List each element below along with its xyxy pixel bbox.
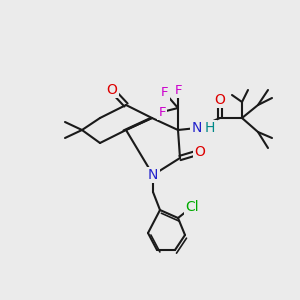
Text: N: N (192, 121, 202, 135)
Text: O: O (195, 145, 206, 159)
Text: O: O (106, 83, 117, 97)
Text: O: O (214, 93, 225, 107)
Text: F: F (174, 83, 182, 97)
Text: Cl: Cl (185, 200, 199, 214)
Text: H: H (205, 121, 215, 135)
Text: N: N (148, 168, 158, 182)
Text: F: F (161, 86, 169, 100)
Text: F: F (158, 106, 166, 118)
